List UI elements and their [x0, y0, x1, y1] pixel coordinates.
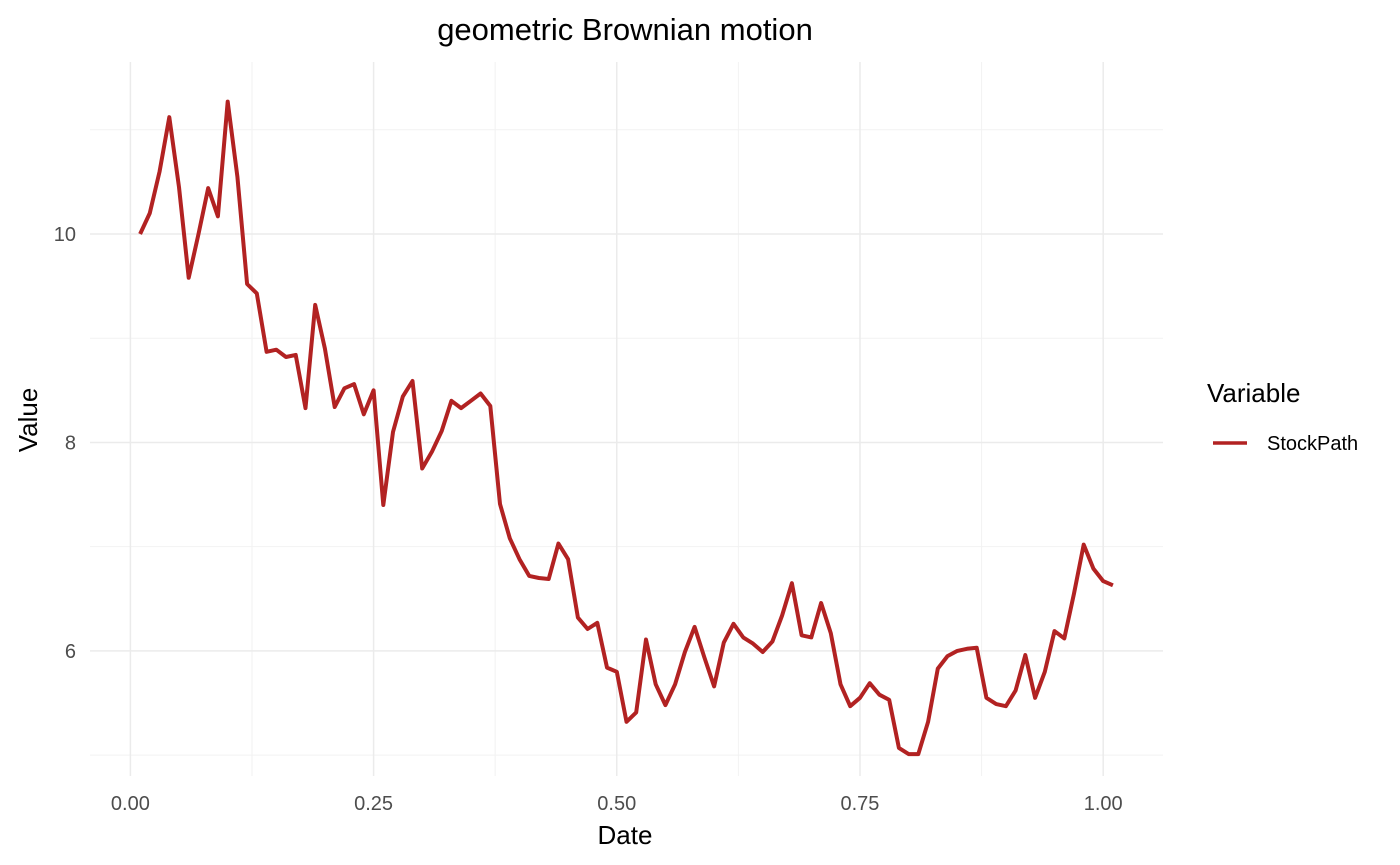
grid-lines — [90, 62, 1163, 776]
x-tick-label: 0.75 — [841, 793, 880, 815]
y-axis-title: Value — [13, 388, 43, 453]
series-line-stockpath — [138, 99, 1114, 757]
x-axis-title: Date — [598, 820, 653, 850]
chart-title: geometric Brownian motion — [437, 12, 813, 47]
x-tick-label: 1.00 — [1084, 793, 1123, 815]
legend: Variable StockPath — [1207, 378, 1358, 455]
tick-labels: 0.00 0.25 0.50 0.75 1.00 6 8 10 — [54, 224, 1123, 815]
x-tick-label: 0.25 — [354, 793, 393, 815]
series-layer — [138, 99, 1114, 757]
x-tick-label: 0.50 — [597, 793, 636, 815]
y-tick-label: 10 — [54, 224, 76, 246]
y-tick-label: 6 — [65, 641, 76, 663]
legend-label-stockpath: StockPath — [1267, 433, 1358, 455]
y-tick-label: 8 — [65, 432, 76, 454]
x-tick-label: 0.00 — [111, 793, 150, 815]
legend-title: Variable — [1207, 378, 1300, 408]
